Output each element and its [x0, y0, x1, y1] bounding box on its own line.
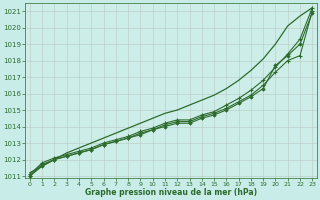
X-axis label: Graphe pression niveau de la mer (hPa): Graphe pression niveau de la mer (hPa)	[85, 188, 257, 197]
